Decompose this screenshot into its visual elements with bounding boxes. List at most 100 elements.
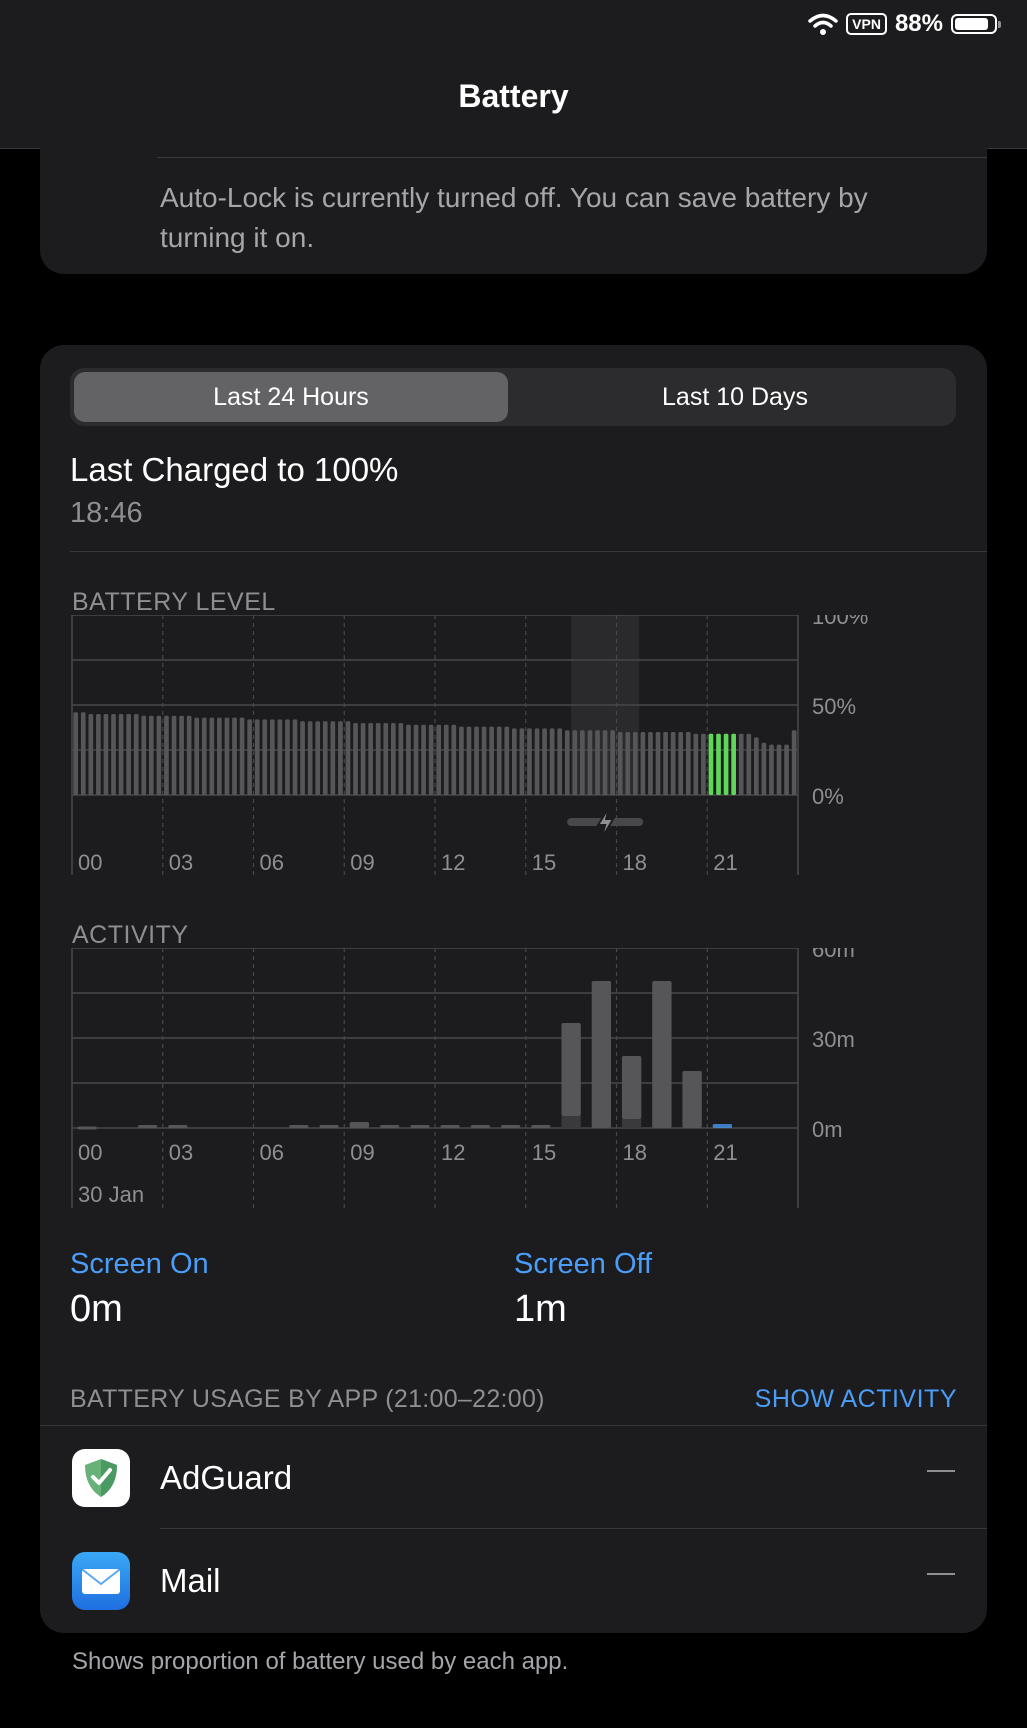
battery-bar (776, 744, 782, 795)
battery-bar (285, 719, 290, 795)
battery-bar (436, 724, 442, 795)
activity-chart-y-tick-label: 60m (812, 948, 855, 962)
activity-chart-x-tick-label: 03 (169, 1140, 193, 1165)
battery-percent: 88% (894, 10, 943, 37)
battery-bar (141, 715, 147, 795)
page-title: Battery (458, 78, 569, 114)
battery-fill (955, 18, 989, 30)
battery-bar (527, 728, 532, 795)
battery-bar (209, 717, 215, 795)
app-row-adguard[interactable]: AdGuard — (40, 1426, 987, 1530)
battery-bar (406, 724, 411, 795)
screen-on-value: 0m (70, 1288, 123, 1330)
activity-bar-screen-on (77, 1126, 97, 1130)
activity-bar-screen-on (500, 1125, 521, 1128)
battery-bar (247, 719, 252, 795)
battery-bar (307, 721, 313, 795)
activity-bar-screen-on (319, 1125, 339, 1128)
battery-chart-x-tick-label: 18 (623, 850, 647, 875)
battery-bar (466, 726, 472, 795)
charging-bolt-icon (596, 806, 615, 840)
app-usage-value: — (927, 1573, 955, 1575)
battery-bar (753, 737, 759, 795)
activity-chart-x-tick-label: 12 (441, 1140, 465, 1165)
activity-bar-screen-on (379, 1125, 400, 1128)
battery-bar (504, 726, 510, 795)
mail-icon (72, 1552, 130, 1610)
battery-usage-card: Last 24 Hours Last 10 Days Last Charged … (40, 345, 987, 1633)
battery-bar (617, 732, 623, 795)
battery-bar (549, 728, 555, 795)
tab-last-24-hours[interactable]: Last 24 Hours (74, 372, 508, 422)
activity-chart-y-tick-label: 30m (812, 1027, 855, 1052)
activity-chart-x-tick-label: 09 (350, 1140, 374, 1165)
activity-bar-screen-on (349, 1122, 370, 1128)
status-bar: VPN 88% (808, 10, 1001, 38)
activity-chart-x-tick-label: 15 (532, 1140, 556, 1165)
battery-bar-highlighted (716, 733, 721, 795)
battery-bar (564, 730, 570, 795)
battery-bar (511, 728, 517, 795)
battery-level-chart[interactable]: 100% 50% 0% 00 03 06 09 12 15 18 21 (40, 615, 987, 905)
battery-bar (534, 728, 540, 795)
battery-bar (648, 732, 653, 795)
battery-bar (443, 724, 449, 795)
battery-bar (368, 723, 373, 795)
battery-bar (655, 732, 661, 795)
battery-bar (375, 723, 381, 795)
vpn-icon: VPN (846, 13, 887, 35)
battery-bar (300, 721, 305, 795)
activity-chart-x-tick-label: 00 (78, 1140, 102, 1165)
battery-bar (330, 721, 336, 795)
app-name: AdGuard (160, 1459, 293, 1496)
activity-label: ACTIVITY (72, 921, 189, 949)
last-charged-title: Last Charged to 100% (70, 451, 399, 488)
battery-bar (791, 730, 797, 795)
app-row-mail[interactable]: Mail — (40, 1529, 987, 1633)
show-activity-button[interactable]: SHOW ACTIVITY (754, 1385, 957, 1413)
activity-bar-screen-on (168, 1125, 188, 1128)
battery-bar (489, 726, 494, 795)
activity-bar-screen-on (531, 1125, 551, 1128)
battery-bar (164, 715, 169, 795)
battery-bar (474, 726, 479, 795)
battery-chart-x-tick-label: 21 (713, 850, 737, 875)
battery-bar (459, 726, 464, 795)
battery-chart-x-tick-label: 03 (169, 850, 193, 875)
activity-chart-x-tick-label: 18 (623, 1140, 647, 1165)
activity-chart-x-tick-label: 06 (260, 1140, 284, 1165)
battery-bar (88, 714, 94, 795)
battery-bar (96, 714, 101, 795)
battery-bar (103, 714, 109, 795)
battery-bar (80, 712, 86, 795)
battery-bar-highlighted (723, 733, 729, 795)
activity-bar-screen-on (621, 1056, 642, 1119)
battery-bar (428, 724, 434, 795)
app-name: Mail (160, 1562, 221, 1599)
battery-bar (338, 721, 343, 795)
battery-bar (685, 732, 691, 795)
autolock-card: Auto-Lock is currently turned off. You c… (40, 148, 987, 274)
time-range-segmented-control: Last 24 Hours Last 10 Days (70, 368, 956, 426)
battery-bar (292, 719, 298, 795)
activity-chart[interactable]: 60m 30m 0m 00 03 06 09 12 15 18 21 30 Jan (40, 948, 987, 1268)
battery-bar (670, 732, 676, 795)
battery-bar (360, 723, 366, 795)
battery-bar (678, 732, 684, 795)
battery-bar (148, 715, 154, 795)
battery-chart-y-tick-label: 50% (812, 694, 856, 719)
battery-bar (194, 717, 200, 795)
battery-bar (179, 715, 184, 795)
battery-bar (496, 726, 502, 795)
wifi-icon (808, 13, 838, 35)
battery-bar (277, 719, 283, 795)
battery-bar (171, 715, 177, 795)
activity-bar-screen-on (440, 1125, 460, 1128)
battery-bar (315, 721, 321, 795)
battery-bar-highlighted (731, 733, 736, 795)
battery-bar (262, 719, 268, 795)
battery-bar (784, 744, 789, 795)
tab-last-10-days[interactable]: Last 10 Days (662, 382, 808, 411)
battery-bar (602, 730, 608, 795)
battery-bar (353, 723, 358, 795)
